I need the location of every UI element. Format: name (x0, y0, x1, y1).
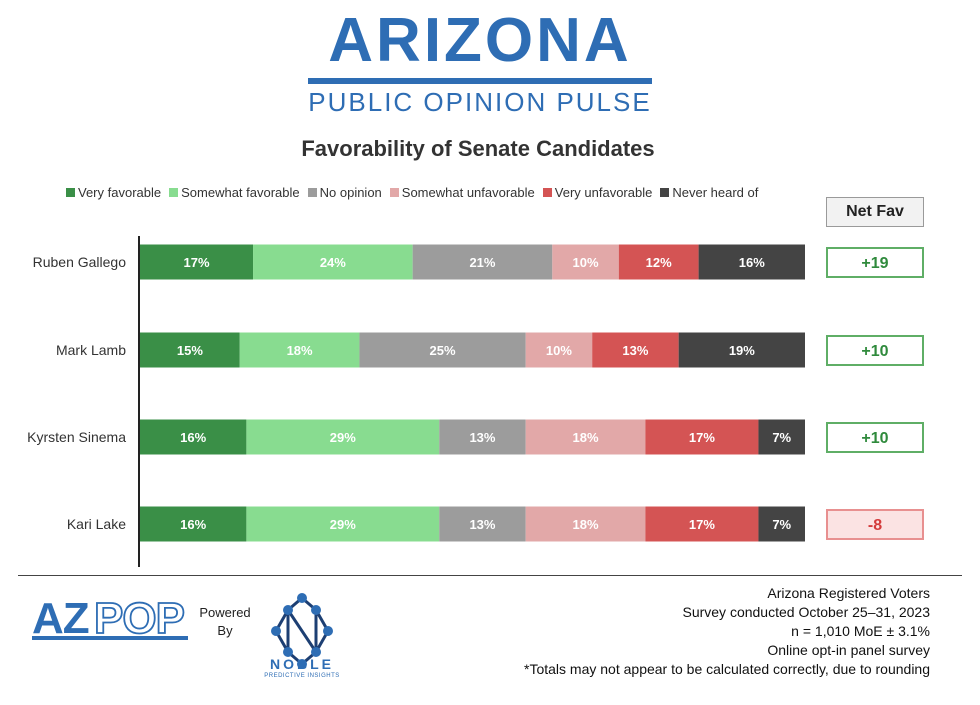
bar-segment (246, 419, 440, 455)
bar-segment (525, 419, 646, 455)
bar-data-label: 16% (180, 430, 206, 445)
legend-label: Somewhat unfavorable (401, 184, 535, 200)
net-fav-value: +10 (826, 422, 924, 453)
legend-swatch (66, 187, 75, 197)
logo-subtitle: PUBLIC OPINION PULSE (308, 87, 652, 117)
bar-segment (359, 332, 526, 368)
legend-item: Somewhat unfavorable (389, 184, 535, 200)
bar-data-label: 29% (330, 430, 356, 445)
bar-data-label: 24% (320, 255, 346, 270)
bar-data-label: 16% (739, 255, 765, 270)
legend-swatch (389, 187, 399, 197)
bar-segment (758, 506, 805, 542)
note-dates: Survey conducted October 25–31, 2023 (682, 604, 930, 620)
svg-text:POP: POP (94, 595, 184, 641)
legend-swatch (307, 187, 317, 197)
bar-segment (698, 244, 805, 280)
bar-data-label: 17% (689, 430, 715, 445)
candidate-name: Ruben Gallego (33, 254, 127, 270)
note-rounding: *Totals may not appear to be calculated … (524, 661, 930, 677)
bar-data-label: 17% (184, 255, 210, 270)
bar-data-label: 10% (546, 343, 572, 358)
bar-segment (525, 506, 646, 542)
bar-data-label: 10% (573, 255, 599, 270)
net-fav-header: Net Fav (826, 197, 924, 227)
legend-label: Never heard of (672, 184, 759, 200)
note-population: Arizona Registered Voters (767, 585, 930, 601)
bar-data-label: 16% (180, 517, 206, 532)
legend-swatch (542, 187, 552, 197)
azpop-logo: AZ POP (32, 595, 188, 641)
noble-tagline: PREDICTIVE INSIGHTS (264, 673, 340, 679)
bar-segment (592, 332, 679, 368)
net-fav-value: -8 (826, 509, 924, 540)
note-method: Online opt-in panel survey (767, 642, 930, 658)
bar-segment (645, 506, 759, 542)
legend-label: Very favorable (78, 184, 162, 200)
legend-item: Very unfavorable (542, 184, 653, 200)
legend-label: No opinion (319, 184, 382, 200)
bar-segment (645, 419, 759, 455)
legend-swatch (169, 187, 179, 197)
bar-data-label: 13% (469, 517, 495, 532)
candidate-name: Mark Lamb (56, 342, 126, 358)
bar-data-label: 18% (573, 517, 599, 532)
bar-segment (439, 506, 526, 542)
bar-data-label: 7% (772, 517, 791, 532)
legend-label: Very unfavorable (554, 184, 653, 200)
bar-segment (239, 332, 360, 368)
bar-segment (140, 506, 247, 542)
chart-legend: Very favorable Somewhat favorable No opini… (66, 183, 758, 201)
bar-data-label: 29% (330, 517, 356, 532)
bar-segment (246, 506, 440, 542)
net-fav-value: +19 (826, 247, 924, 278)
bar-data-label: 13% (622, 343, 648, 358)
svg-text:AZ: AZ (32, 595, 89, 641)
footer-divider (18, 575, 962, 576)
bar-segment (412, 244, 553, 280)
bar-data-label: 25% (430, 343, 456, 358)
logo-title: ARIZONA (328, 6, 632, 75)
bar-segment (758, 419, 805, 455)
candidate-name: Kyrsten Sinema (27, 429, 126, 445)
bar-data-label: 18% (573, 430, 599, 445)
legend-item: No opinion (307, 184, 382, 200)
legend-item: Never heard of (660, 185, 758, 200)
legend-label: Somewhat favorable (181, 184, 300, 200)
survey-notes: Arizona Registered Voters Survey conduct… (524, 584, 930, 679)
bar-segment (552, 244, 619, 280)
bar-segment (678, 332, 805, 368)
legend-swatch (660, 187, 670, 197)
noble-wordmark: NOBLE (270, 656, 334, 672)
bar-data-label: 13% (469, 430, 495, 445)
arizona-public-opinion-pulse-logo: ARIZONA PUBLIC OPINION PULSE (300, 6, 660, 116)
bar-segment (253, 244, 413, 280)
chart-title: Favorability of Senate Candidates (301, 136, 655, 161)
logo-rule (308, 78, 652, 84)
note-sample: n = 1,010 MoE ± 3.1% (791, 623, 930, 639)
bar-segment (439, 419, 526, 455)
bar-data-label: 18% (287, 343, 313, 358)
bar-segment (140, 419, 247, 455)
bar-data-label: 12% (646, 255, 672, 270)
bar-data-label: 7% (772, 430, 791, 445)
legend-item: Somewhat favorable (169, 185, 300, 200)
bar-data-label: 17% (689, 517, 715, 532)
powered-by-label: Powered By (199, 605, 251, 638)
bar-segment (525, 332, 593, 368)
bar-data-label: 15% (177, 343, 203, 358)
candidate-name: Kari Lake (67, 516, 126, 532)
net-fav-value: +10 (826, 335, 924, 366)
bar-segment (618, 244, 699, 280)
bar-segment (140, 244, 254, 280)
bar-segment (140, 332, 240, 368)
bar-data-label: 19% (729, 343, 755, 358)
noble-network-icon (271, 593, 333, 669)
bar-data-label: 21% (469, 255, 495, 270)
legend-item: Very favorable (66, 185, 161, 200)
